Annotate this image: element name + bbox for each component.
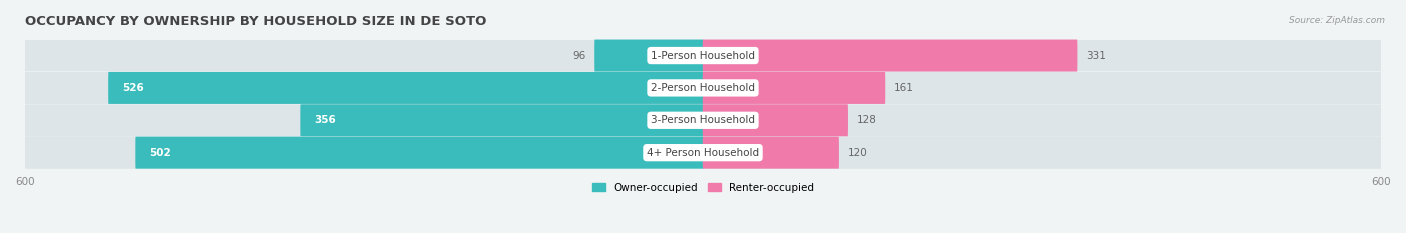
FancyBboxPatch shape [703, 40, 1077, 72]
FancyBboxPatch shape [24, 137, 703, 169]
FancyBboxPatch shape [703, 137, 839, 169]
Legend: Owner-occupied, Renter-occupied: Owner-occupied, Renter-occupied [588, 178, 818, 197]
FancyBboxPatch shape [703, 40, 1382, 72]
Text: 3-Person Household: 3-Person Household [651, 115, 755, 125]
FancyBboxPatch shape [24, 72, 703, 104]
FancyBboxPatch shape [108, 72, 703, 104]
FancyBboxPatch shape [703, 104, 848, 136]
Bar [25, 137, 1381, 169]
Text: OCCUPANCY BY OWNERSHIP BY HOUSEHOLD SIZE IN DE SOTO: OCCUPANCY BY OWNERSHIP BY HOUSEHOLD SIZE… [25, 15, 486, 28]
Text: 356: 356 [314, 115, 336, 125]
FancyBboxPatch shape [595, 40, 703, 72]
FancyBboxPatch shape [703, 104, 1382, 136]
Text: 502: 502 [149, 148, 172, 158]
Text: 331: 331 [1087, 51, 1107, 61]
Text: 128: 128 [856, 115, 876, 125]
Bar [25, 104, 1381, 137]
Bar [25, 72, 1381, 104]
Text: 2-Person Household: 2-Person Household [651, 83, 755, 93]
FancyBboxPatch shape [703, 72, 1382, 104]
Text: 120: 120 [848, 148, 868, 158]
FancyBboxPatch shape [703, 137, 1382, 169]
FancyBboxPatch shape [24, 40, 703, 72]
Text: 161: 161 [894, 83, 914, 93]
FancyBboxPatch shape [24, 104, 703, 136]
FancyBboxPatch shape [301, 104, 703, 136]
Text: 4+ Person Household: 4+ Person Household [647, 148, 759, 158]
FancyBboxPatch shape [135, 137, 703, 169]
Text: 1-Person Household: 1-Person Household [651, 51, 755, 61]
Bar [25, 39, 1381, 72]
Text: Source: ZipAtlas.com: Source: ZipAtlas.com [1289, 16, 1385, 25]
Text: 526: 526 [122, 83, 143, 93]
Text: 96: 96 [572, 51, 585, 61]
FancyBboxPatch shape [703, 72, 886, 104]
